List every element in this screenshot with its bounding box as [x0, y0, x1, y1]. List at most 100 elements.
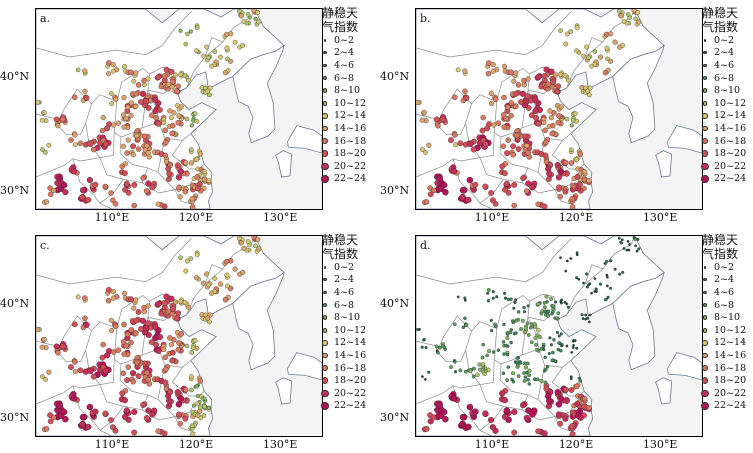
station-marker: [544, 294, 549, 299]
station-marker: [123, 407, 130, 414]
legend-range-label: 2~4: [334, 274, 355, 286]
station-marker: [55, 349, 61, 356]
legend-item: 18~20: [321, 374, 376, 387]
station-marker: [523, 375, 528, 379]
station-marker: [82, 295, 88, 301]
station-marker: [56, 175, 64, 182]
legend-marker: [702, 100, 708, 106]
station-marker: [174, 389, 181, 396]
station-marker: [41, 110, 47, 115]
legend-range-label: 18~20: [334, 148, 367, 160]
latitude-label: 40°N: [380, 296, 410, 310]
station-marker: [420, 147, 425, 152]
station-marker: [514, 132, 520, 139]
station-marker: [175, 83, 181, 89]
station-marker: [525, 150, 531, 156]
legend-item: 22~24: [321, 400, 376, 413]
station-marker: [419, 117, 425, 123]
station-marker: [128, 69, 134, 75]
station-marker: [556, 311, 561, 316]
station-marker: [546, 309, 551, 313]
station-marker: [450, 395, 458, 402]
legend-range-label: 10~12: [714, 97, 747, 109]
station-marker: [559, 300, 563, 303]
station-marker: [555, 401, 563, 408]
korea-land: [612, 271, 665, 371]
station-marker: [183, 268, 189, 274]
station-marker: [121, 170, 128, 177]
legend-item: 16~18: [321, 362, 376, 375]
station-marker: [572, 111, 578, 116]
station-marker: [194, 174, 201, 180]
station-marker: [161, 120, 167, 125]
station-marker: [135, 146, 142, 152]
station-marker: [128, 100, 134, 106]
station-marker: [585, 272, 589, 276]
station-marker: [462, 88, 468, 95]
station-marker: [481, 365, 486, 370]
station-marker: [625, 12, 631, 17]
station-marker: [155, 74, 162, 80]
station-marker: [102, 141, 109, 148]
station-marker: [225, 283, 230, 289]
province-border: [465, 321, 497, 385]
station-marker: [589, 63, 594, 69]
legend-marker: [701, 162, 709, 170]
station-marker: [489, 100, 495, 107]
station-marker: [245, 12, 251, 17]
station-marker: [204, 271, 210, 277]
province-border: [119, 136, 166, 173]
station-marker: [192, 111, 198, 116]
station-marker: [541, 430, 548, 436]
station-marker: [549, 130, 555, 137]
legend-item: 16~18: [321, 135, 376, 148]
station-marker: [502, 186, 508, 193]
station-marker: [501, 124, 507, 130]
korea-land: [232, 44, 285, 144]
station-marker: [594, 287, 598, 291]
station-marker: [527, 368, 532, 373]
station-marker: [46, 369, 52, 375]
station-marker: [75, 67, 81, 73]
station-marker: [128, 339, 134, 346]
legend-range-label: 0~2: [334, 34, 355, 46]
station-marker: [557, 420, 564, 427]
station-marker: [487, 349, 492, 354]
station-marker: [86, 177, 93, 184]
station-marker: [533, 335, 538, 341]
latitude-label: 40°N: [0, 69, 30, 83]
legend-marker: [321, 162, 329, 170]
station-marker: [554, 388, 562, 396]
legend-item: 20~22: [701, 387, 753, 400]
station-marker: [86, 403, 94, 411]
station-marker: [194, 401, 200, 407]
station-marker: [509, 328, 514, 332]
station-marker: [177, 168, 184, 175]
station-marker: [548, 68, 555, 75]
legend-item: 6~8: [702, 72, 753, 85]
legend-marker: [323, 290, 327, 295]
station-marker: [480, 355, 485, 360]
legend-range-label: 2~4: [334, 47, 355, 59]
station-marker: [522, 361, 527, 366]
station-marker: [542, 305, 547, 310]
station-marker: [503, 296, 507, 300]
station-marker: [189, 350, 194, 355]
station-marker: [225, 56, 230, 62]
station-marker: [175, 401, 183, 408]
station-marker: [578, 379, 583, 383]
province-border: [527, 89, 572, 141]
station-marker: [189, 123, 194, 128]
legend-range-label: 2~4: [714, 274, 735, 286]
legend-marker: [322, 88, 328, 93]
station-marker: [541, 119, 547, 126]
legend-marker: [323, 266, 327, 269]
station-marker: [68, 137, 74, 143]
station-marker: [587, 283, 590, 287]
station-marker: [47, 418, 54, 425]
station-marker: [580, 313, 584, 317]
station-marker: [526, 304, 530, 308]
province-border: [119, 363, 166, 400]
station-marker: [590, 291, 593, 295]
station-marker: [169, 349, 176, 356]
